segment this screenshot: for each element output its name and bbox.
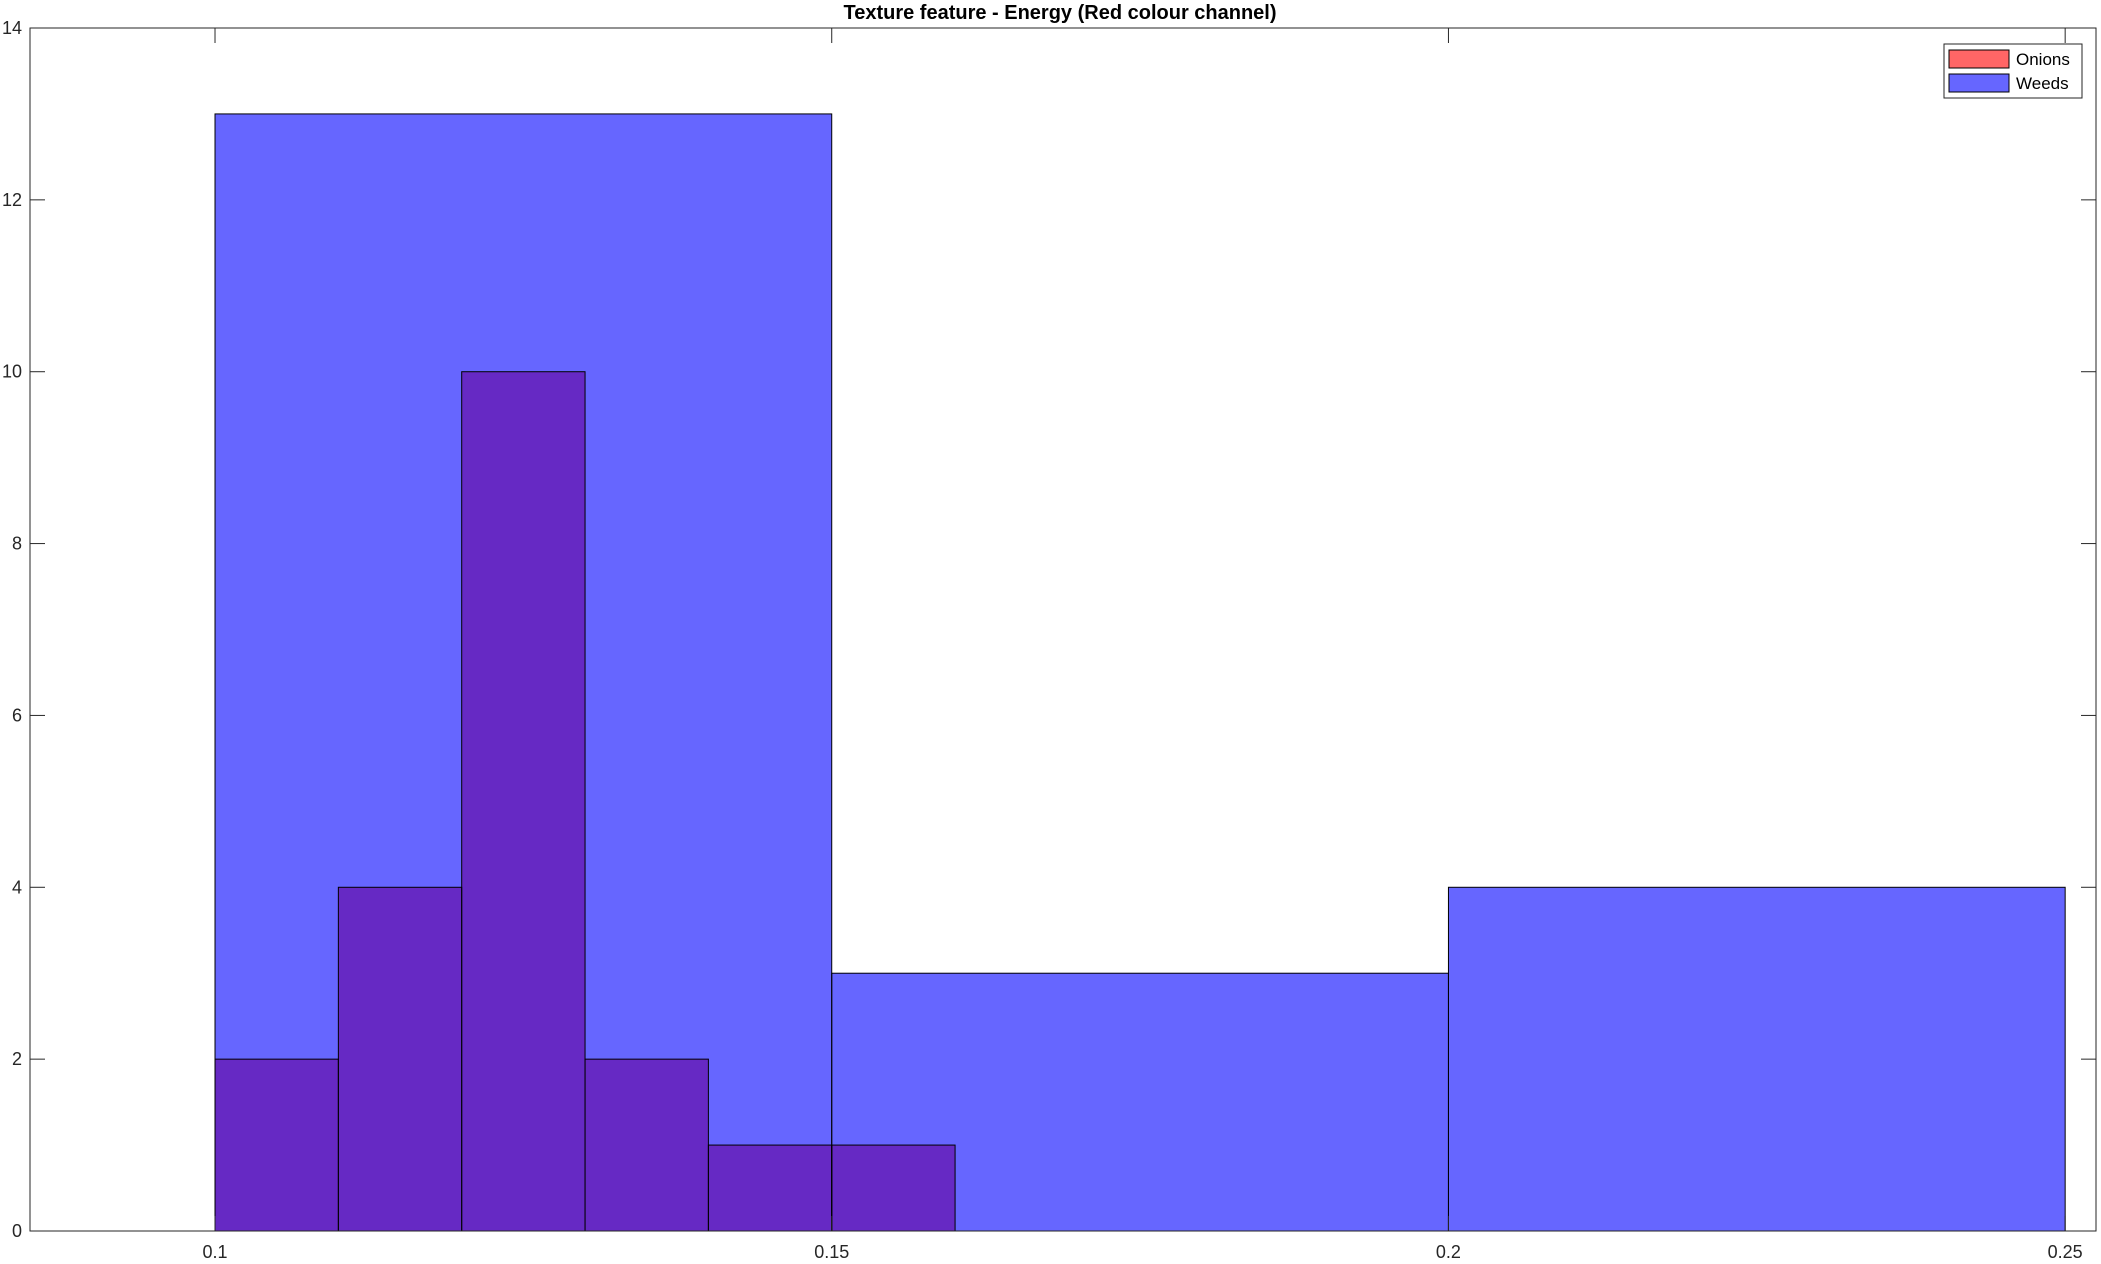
y-tick-label: 12 xyxy=(2,190,22,210)
x-tick-label: 0.25 xyxy=(2048,1242,2083,1262)
weeds-bar-3 xyxy=(1448,887,2066,1231)
y-tick-label: 2 xyxy=(12,1049,22,1069)
overlap-region-1 xyxy=(215,1059,339,1231)
plot-area: 0.1 0.15 0.2 0.25 0 2 4 6 8 10 12 14 xyxy=(2,18,2097,1262)
y-tick-label: 0 xyxy=(12,1221,22,1241)
overlap-region-3 xyxy=(461,371,586,1231)
overlap-region-4 xyxy=(585,1059,709,1231)
overlap-region-5 xyxy=(708,1145,832,1231)
x-tick-label: 0.2 xyxy=(1436,1242,1461,1262)
legend-label-weeds: Weeds xyxy=(2016,74,2069,93)
chart-title: Texture feature - Energy (Red colour cha… xyxy=(843,2,1276,24)
y-tick-label: 8 xyxy=(12,534,22,554)
legend: Onions Weeds xyxy=(1943,43,2083,99)
y-tick-label: 10 xyxy=(2,362,22,382)
axes-box xyxy=(29,27,2097,1232)
x-tick-label: 0.1 xyxy=(202,1242,227,1262)
legend-swatch-onions xyxy=(1948,49,2010,69)
legend-swatch-weeds xyxy=(1948,73,2010,93)
y-tick-label: 4 xyxy=(12,877,22,897)
overlap-region-6 xyxy=(831,1145,956,1231)
legend-label-onions: Onions xyxy=(2016,50,2070,69)
y-tick-label: 14 xyxy=(2,18,22,38)
x-tick-label: 0.15 xyxy=(814,1242,849,1262)
overlap-region-2 xyxy=(338,887,462,1231)
y-tick-label: 6 xyxy=(12,705,22,725)
